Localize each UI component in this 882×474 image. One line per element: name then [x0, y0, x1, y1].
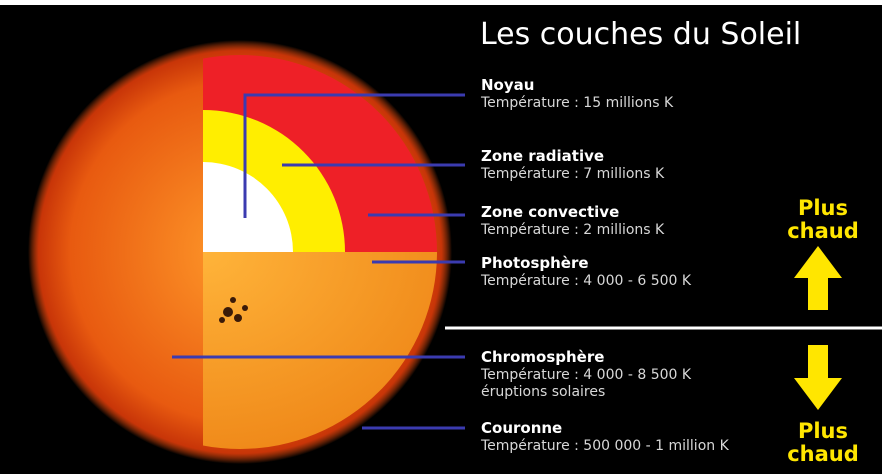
arrow-down	[794, 345, 842, 410]
hot-label: chaud	[787, 442, 859, 466]
hot-label: chaud	[787, 219, 859, 243]
layer-detail: éruptions solaires	[481, 384, 605, 400]
layer-name: Zone radiative	[481, 147, 604, 165]
hot-label: Plus	[798, 419, 848, 443]
layer-detail: Température : 2 millions K	[480, 222, 665, 238]
layer-name: Zone convective	[481, 203, 619, 221]
leader-line	[243, 93, 465, 218]
layer-name: Couronne	[481, 419, 562, 437]
layer-detail: Température : 7 millions K	[480, 166, 665, 182]
layer-detail: Température : 500 000 - 1 million K	[480, 438, 730, 454]
sunspots	[219, 297, 248, 323]
layer-name: Chromosphère	[481, 348, 604, 366]
layer-detail: Température : 15 millions K	[480, 95, 674, 111]
hot-label: Plus	[798, 196, 848, 220]
layer-name: Noyau	[481, 76, 534, 94]
layer-detail: Température : 4 000 - 6 500 K	[480, 273, 692, 289]
layer-name: Photosphère	[481, 254, 589, 272]
title: Les couches du Soleil	[480, 17, 801, 52]
layer-detail: Température : 4 000 - 8 500 K	[480, 367, 692, 383]
core	[203, 162, 293, 252]
arrow-up	[794, 246, 842, 310]
